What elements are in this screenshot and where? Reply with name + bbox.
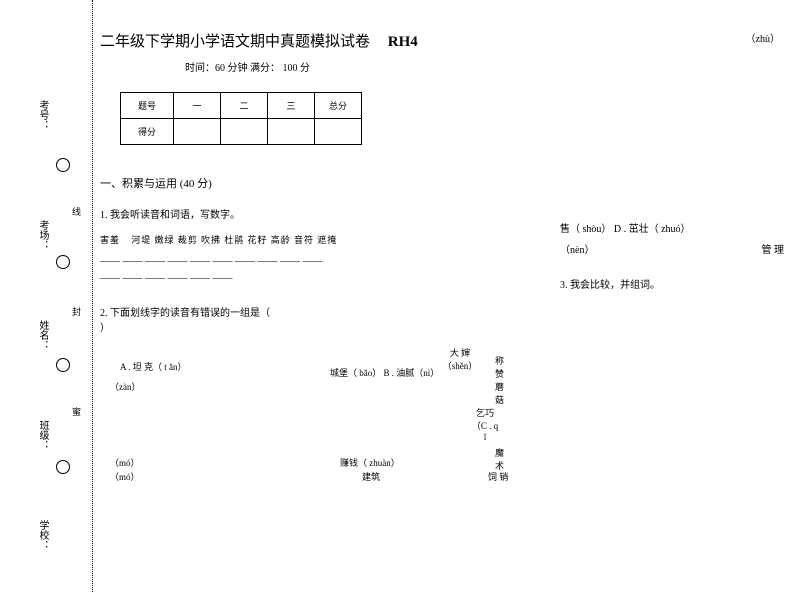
q2-close-paren: ） — [100, 323, 110, 334]
opt-bao: 城堡（ bǎo） B . 油腻（nì） — [330, 366, 439, 379]
binding-circle — [56, 358, 70, 372]
cell: 得分 — [121, 119, 174, 145]
cell — [315, 119, 362, 145]
binding-circle — [56, 255, 70, 269]
opt-jianzhu: 建筑 — [362, 470, 380, 483]
r-zhu: （zhù） — [560, 30, 780, 45]
opt-a: A . 坦 克（ t ǎn） — [120, 360, 187, 373]
binding-char: 封 — [72, 305, 81, 318]
time-score-label: 时间：60 分钟 满分： 100 分 — [185, 59, 530, 74]
question-2: 2. 下面划线字的读音有错误的一组是（ ） — [100, 304, 530, 334]
q2-stem: 2. 下面划线字的读音有错误的一组是（ — [100, 308, 270, 319]
question-1: 1. 我会听读音和词语，写数字。 — [100, 206, 530, 221]
cell: 一 — [174, 93, 221, 119]
opt-shen: 大 婶（shěn） — [435, 346, 485, 372]
binding-label-school: 学校： — [35, 520, 50, 550]
r-nen: （nèn） — [560, 245, 594, 256]
opt-chenzan: 称赞 — [495, 354, 509, 380]
r-guanli: 管 理 — [762, 241, 785, 256]
right-column: （zhù） 售（ shòu） D . 茁壮（ zhuó） （nèn） 管 理 3… — [560, 30, 790, 291]
main-content: 二年级下学期小学语文期中真题模拟试卷 RH4 时间：60 分钟 满分： 100 … — [100, 30, 530, 486]
opt-zan: （zàn） — [110, 380, 141, 393]
section-1-title: 一、积累与运用 (40 分) — [100, 175, 530, 191]
cell — [174, 119, 221, 145]
opt-mo: （mó） — [110, 456, 140, 469]
binding-circle — [56, 158, 70, 172]
binding-label-class: 班级： — [35, 420, 50, 450]
table-row: 题号 一 二 三 总分 — [121, 93, 362, 119]
binding-char: 蜜 — [72, 405, 81, 418]
q2-options-area: A . 坦 克（ t ǎn） 大 婶（shěn） 城堡（ bǎo） B . 油腻… — [100, 346, 530, 486]
score-table: 题号 一 二 三 总分 得分 — [120, 92, 362, 145]
opt-zhuan: 赚钱（ zhuàn） — [340, 456, 400, 469]
q1-words: 害羞 河堤 嫩绿 裁剪 吹拂 杜鹃 花籽 高龄 音符 遮掩 — [100, 233, 530, 246]
cell: 二 — [221, 93, 268, 119]
binding-dotted-line — [92, 0, 94, 592]
exam-title: 二年级下学期小学语文期中真题模拟试卷 RH4 — [100, 30, 530, 51]
word-left: 害羞 — [100, 233, 128, 246]
title-code: RH4 — [388, 34, 418, 50]
binding-label-exam-number: 考号： — [35, 100, 50, 130]
r-nen-line: （nèn） 管 理 — [560, 241, 790, 256]
q1-blanks-1: —— —— —— —— —— —— —— —— —— —— — [100, 256, 530, 267]
cell: 三 — [268, 93, 315, 119]
binding-label-name: 姓名： — [35, 320, 50, 350]
opt-moshu: 魔术 — [495, 446, 509, 472]
binding-area — [30, 0, 80, 592]
question-3: 3. 我会比较，并组词。 — [560, 276, 790, 291]
cell — [268, 119, 315, 145]
word-list: 河堤 嫩绿 裁剪 吹拂 杜鹃 花籽 高龄 音符 遮掩 — [131, 235, 337, 245]
opt-sixiao: 饲 销 — [488, 470, 508, 483]
opt-qiqiao: 乞巧（C . q ǐ — [470, 406, 500, 442]
binding-label-exam-room: 考场： — [35, 220, 50, 250]
cell: 总分 — [315, 93, 362, 119]
table-row: 得分 — [121, 119, 362, 145]
opt-mogu: 蘑菇 — [495, 380, 509, 406]
title-text: 二年级下学期小学语文期中真题模拟试卷 — [100, 34, 370, 50]
binding-circle — [56, 460, 70, 474]
cell: 题号 — [121, 93, 174, 119]
opt-mo2: （mó） — [110, 470, 140, 483]
binding-char: 线 — [72, 205, 81, 218]
cell — [221, 119, 268, 145]
r-shou: 售（ shòu） D . 茁壮（ zhuó） — [560, 220, 790, 235]
q1-blanks-2: —— —— —— —— —— —— — [100, 273, 530, 284]
